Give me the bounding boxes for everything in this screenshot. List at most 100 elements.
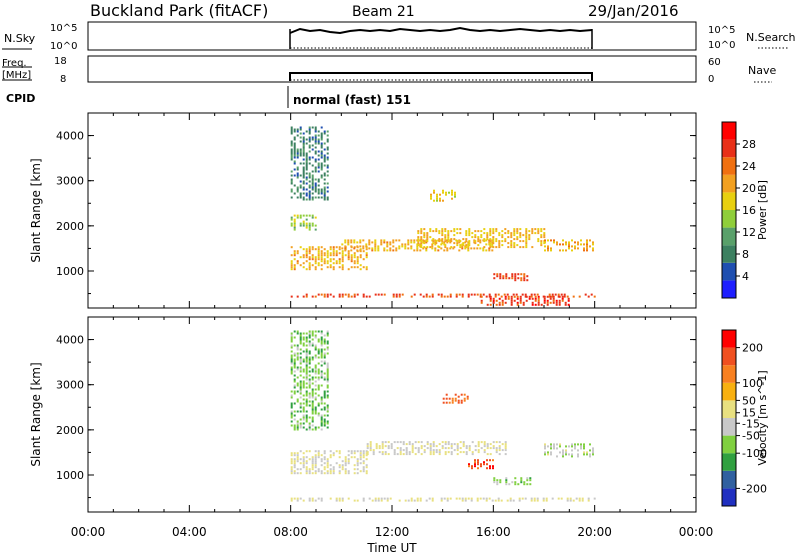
colorbar-swatch — [722, 192, 736, 210]
echo-cell — [419, 499, 422, 502]
echo-cell — [445, 191, 447, 194]
echo-cell — [290, 344, 293, 347]
echo-cell — [326, 295, 329, 298]
echo-cell — [308, 258, 311, 261]
echo-cell — [311, 184, 314, 187]
echo-cell — [374, 245, 377, 248]
echo-cell — [432, 240, 435, 243]
echo-cell — [448, 191, 450, 194]
echo-cell — [323, 414, 326, 417]
echo-cell — [341, 460, 344, 463]
echo-cell — [571, 455, 573, 458]
echo-cell — [567, 303, 570, 306]
echo-cell — [296, 148, 299, 151]
echo-cell — [299, 418, 302, 421]
echo-cell — [302, 416, 305, 419]
echo-cell — [410, 247, 413, 250]
echo-cell — [311, 418, 314, 421]
echo-cell — [441, 441, 444, 444]
echo-cell — [308, 246, 311, 249]
echo-cell — [451, 401, 454, 404]
echo-cell — [326, 426, 329, 429]
echo-cell — [293, 160, 296, 163]
echo-cell — [296, 152, 299, 155]
echo-cell — [299, 222, 302, 225]
echo-cell — [305, 470, 308, 473]
echo-cell — [293, 344, 296, 347]
echo-cell — [344, 254, 347, 257]
echo-cell — [405, 451, 408, 454]
echo-cell — [433, 199, 435, 202]
echo-cell — [485, 499, 488, 502]
echo-cell — [317, 362, 320, 365]
echo-cell — [320, 364, 323, 367]
echo-cell — [473, 247, 476, 250]
echo-cell — [356, 460, 359, 463]
echo-cell — [350, 256, 353, 259]
echo-cell — [311, 198, 314, 201]
echo-cell — [344, 472, 347, 475]
echo-cell — [566, 497, 569, 500]
echo-cell — [442, 401, 445, 404]
echo-cell — [317, 340, 320, 343]
echo-cell — [320, 424, 323, 427]
echo-cell — [504, 443, 507, 446]
echo-cell — [460, 401, 463, 404]
echo-cell — [314, 216, 317, 219]
echo-cell — [426, 238, 429, 241]
echo-cell — [347, 256, 350, 259]
echo-cell — [305, 248, 308, 251]
echo-cell — [320, 338, 323, 341]
echo-cell — [299, 406, 302, 409]
echo-cell — [544, 245, 546, 248]
colorbar-swatch — [722, 435, 736, 454]
echo-cell — [420, 453, 423, 456]
echo-cell — [290, 360, 293, 363]
echo-cell — [483, 445, 486, 448]
echo-cell — [293, 362, 296, 365]
echo-cell — [317, 192, 320, 195]
echo-cell — [550, 239, 552, 242]
echo-cell — [293, 228, 296, 231]
echo-cell — [554, 293, 557, 296]
echo-cell — [302, 408, 305, 411]
echo-cell — [359, 241, 362, 244]
echo-cell — [290, 332, 293, 335]
echo-cell — [308, 128, 311, 131]
echo-cell — [537, 299, 540, 302]
echo-cell — [450, 451, 453, 454]
echo-cell — [592, 247, 594, 250]
echo-cell — [552, 297, 555, 300]
echo-cell — [482, 249, 485, 252]
echo-cell — [448, 397, 451, 400]
echo-cell — [296, 400, 299, 403]
echo-cell — [495, 240, 498, 243]
echo-cell — [496, 275, 499, 278]
echo-cell — [560, 497, 563, 500]
echo-cell — [293, 150, 296, 153]
echo-cell — [483, 246, 486, 249]
echo-cell — [520, 477, 523, 480]
echo-cell — [420, 445, 423, 448]
echo-cell — [402, 441, 405, 444]
echo-cell — [387, 441, 390, 444]
echo-cell — [426, 240, 429, 243]
echo-cell — [320, 376, 323, 379]
echo-cell — [341, 295, 344, 298]
echo-cell — [483, 443, 486, 446]
echo-cell — [293, 462, 296, 465]
echo-cell — [408, 451, 411, 454]
echo-cell — [311, 295, 314, 298]
echo-cell — [305, 178, 308, 181]
echo-cell — [305, 156, 308, 159]
echo-cell — [477, 244, 480, 247]
echo-cell — [305, 456, 308, 459]
echo-cell — [432, 230, 435, 233]
echo-cell — [501, 240, 504, 243]
echo-cell — [296, 472, 299, 475]
echo-cell — [311, 356, 314, 359]
echo-cell — [314, 334, 317, 337]
echo-cell — [423, 242, 426, 245]
echo-cell — [366, 445, 369, 448]
echo-cell — [296, 382, 299, 385]
